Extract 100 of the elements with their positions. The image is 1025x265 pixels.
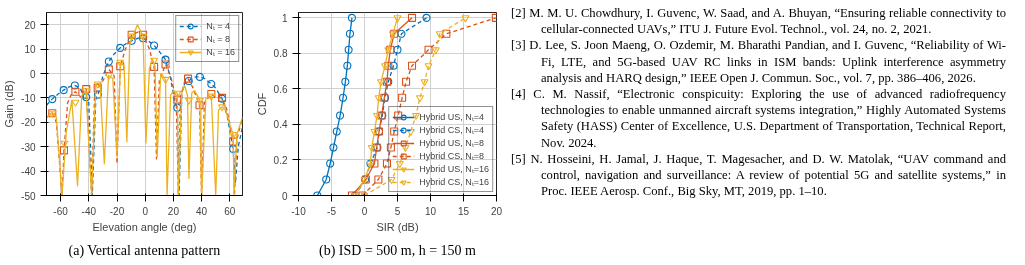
y-tick-label: 20 bbox=[24, 19, 36, 31]
point bbox=[376, 79, 386, 87]
y-tick-label: -10 bbox=[21, 92, 36, 104]
y-tick-label: -30 bbox=[21, 141, 36, 153]
point bbox=[336, 111, 345, 120]
point bbox=[161, 76, 170, 84]
point bbox=[347, 13, 357, 22]
point bbox=[322, 175, 331, 184]
point bbox=[406, 128, 415, 137]
point bbox=[229, 144, 238, 153]
point bbox=[116, 59, 125, 67]
point bbox=[229, 131, 238, 140]
point bbox=[82, 93, 91, 102]
point bbox=[218, 104, 227, 112]
text: [5] N. Hosseini, H. Jamal, J. Haque, T. Magesacher, and D. W. Matolak, “UAV command and control, navigation and surveillance: A review of potential 5G and satellite systems,” in Proc. IEEE Aerosp. Conf., Big Sky, MT, 2019, pp. 1–10. bbox=[511, 150, 1006, 200]
point bbox=[407, 61, 417, 70]
point bbox=[382, 159, 391, 168]
legend-label: Nₜ = 16 bbox=[206, 46, 235, 58]
point bbox=[116, 43, 125, 52]
point bbox=[420, 79, 429, 87]
point bbox=[384, 61, 393, 70]
y-tick-label: 0.6 bbox=[273, 83, 288, 95]
y-tick-label: 0.8 bbox=[273, 48, 288, 60]
point bbox=[332, 127, 341, 136]
point bbox=[431, 47, 440, 55]
point bbox=[367, 144, 376, 153]
point bbox=[229, 137, 238, 146]
legend-label: Hybrid CS, Nₜ=16 bbox=[419, 176, 489, 188]
x-tick-label: -10 bbox=[291, 205, 307, 217]
point bbox=[116, 62, 125, 71]
point bbox=[411, 112, 421, 121]
point bbox=[393, 15, 402, 23]
point bbox=[173, 95, 182, 104]
point bbox=[397, 29, 406, 38]
point bbox=[104, 65, 113, 74]
text: [3] D. Lee, S. Joon Maeng, O. Ozdemir, M. Bharathi Pandian, and I. Guvenc, “Reliability of Wi-Fi, LTE, and 5G-based UAV RC links in ISM bands: Uplink interference asymmetry analysis and HARQ design,” IEEE Open J. Commun. Soc., vol. 7, pp. 386–406, 2026. bbox=[511, 37, 1006, 87]
x-tick-label: -5 bbox=[327, 205, 337, 217]
legend-label: Hybrid CS, Nₜ=4 bbox=[419, 124, 484, 136]
legend-label: Hybrid US, Nₜ=16 bbox=[419, 163, 489, 175]
point bbox=[402, 77, 411, 86]
point bbox=[386, 143, 395, 152]
point bbox=[398, 93, 407, 102]
point bbox=[329, 143, 338, 152]
point bbox=[415, 95, 424, 103]
point bbox=[184, 97, 193, 105]
x-tick-label: 5 bbox=[394, 205, 401, 217]
x-axis-title: SIR (dB) bbox=[376, 220, 419, 233]
point bbox=[150, 41, 159, 50]
point bbox=[390, 127, 399, 136]
legend-label: Hybrid US, Nₜ=8 bbox=[419, 137, 484, 149]
point bbox=[380, 63, 390, 71]
y-tick-label: 0 bbox=[281, 190, 288, 202]
x-tick-label: 20 bbox=[490, 205, 503, 217]
point bbox=[401, 144, 410, 153]
text: (a) Vertical antenna pattern bbox=[68, 242, 221, 259]
point bbox=[422, 13, 431, 22]
y-tick-label: 10 bbox=[24, 44, 36, 56]
point bbox=[71, 99, 80, 107]
point bbox=[150, 62, 159, 71]
x-tick-label: 15 bbox=[457, 205, 470, 217]
y-tick-label: 1 bbox=[281, 12, 288, 24]
point bbox=[59, 146, 69, 155]
point bbox=[435, 31, 444, 39]
x-tick-label: 40 bbox=[196, 205, 208, 217]
legend-label: Nₜ = 8 bbox=[206, 33, 230, 45]
point bbox=[387, 176, 396, 185]
point bbox=[345, 29, 355, 38]
point bbox=[104, 72, 113, 81]
point bbox=[173, 90, 182, 98]
text: [4] C. M. Nassif, “Electronic conspicuity: Exploring the use of advanced radiofrequency technologies to enable unmanned aircraft systems integration,” Highly Automated Systems Safety (HASS) Center of Excellence, U.S. Department of Transportation, Technical Report, Nov. 2024. bbox=[511, 86, 1006, 151]
x-tick-label: 20 bbox=[167, 205, 180, 217]
point bbox=[207, 89, 216, 99]
point bbox=[389, 61, 398, 70]
point bbox=[93, 81, 102, 89]
x-tick-label: -40 bbox=[81, 205, 97, 217]
y-tick-label: -40 bbox=[21, 166, 36, 178]
x-axis-title: Elevation angle (deg) bbox=[92, 220, 197, 233]
point bbox=[173, 103, 182, 112]
point bbox=[442, 29, 451, 38]
point bbox=[207, 93, 216, 101]
point bbox=[127, 36, 136, 45]
point bbox=[461, 15, 470, 23]
point bbox=[70, 81, 79, 90]
legend-label: Hybrid US, Nₜ=4 bbox=[419, 111, 484, 123]
point bbox=[207, 79, 216, 89]
x-tick-label: 10 bbox=[424, 205, 437, 217]
text: (b) ISD = 500 m, h = 150 m bbox=[319, 242, 477, 259]
point bbox=[370, 159, 379, 168]
legend-label: Nₜ = 4 bbox=[206, 20, 230, 32]
legend-label: Hybrid CS, Nₜ=8 bbox=[419, 150, 484, 162]
y-tick-label: -20 bbox=[21, 117, 36, 129]
point bbox=[424, 45, 433, 54]
point bbox=[372, 112, 382, 121]
point bbox=[395, 160, 404, 169]
x-tick-label: 0 bbox=[142, 205, 149, 217]
point bbox=[195, 101, 204, 110]
y-tick-label: 0.2 bbox=[273, 154, 288, 166]
point bbox=[161, 60, 170, 69]
point bbox=[326, 159, 335, 168]
point bbox=[59, 86, 68, 95]
